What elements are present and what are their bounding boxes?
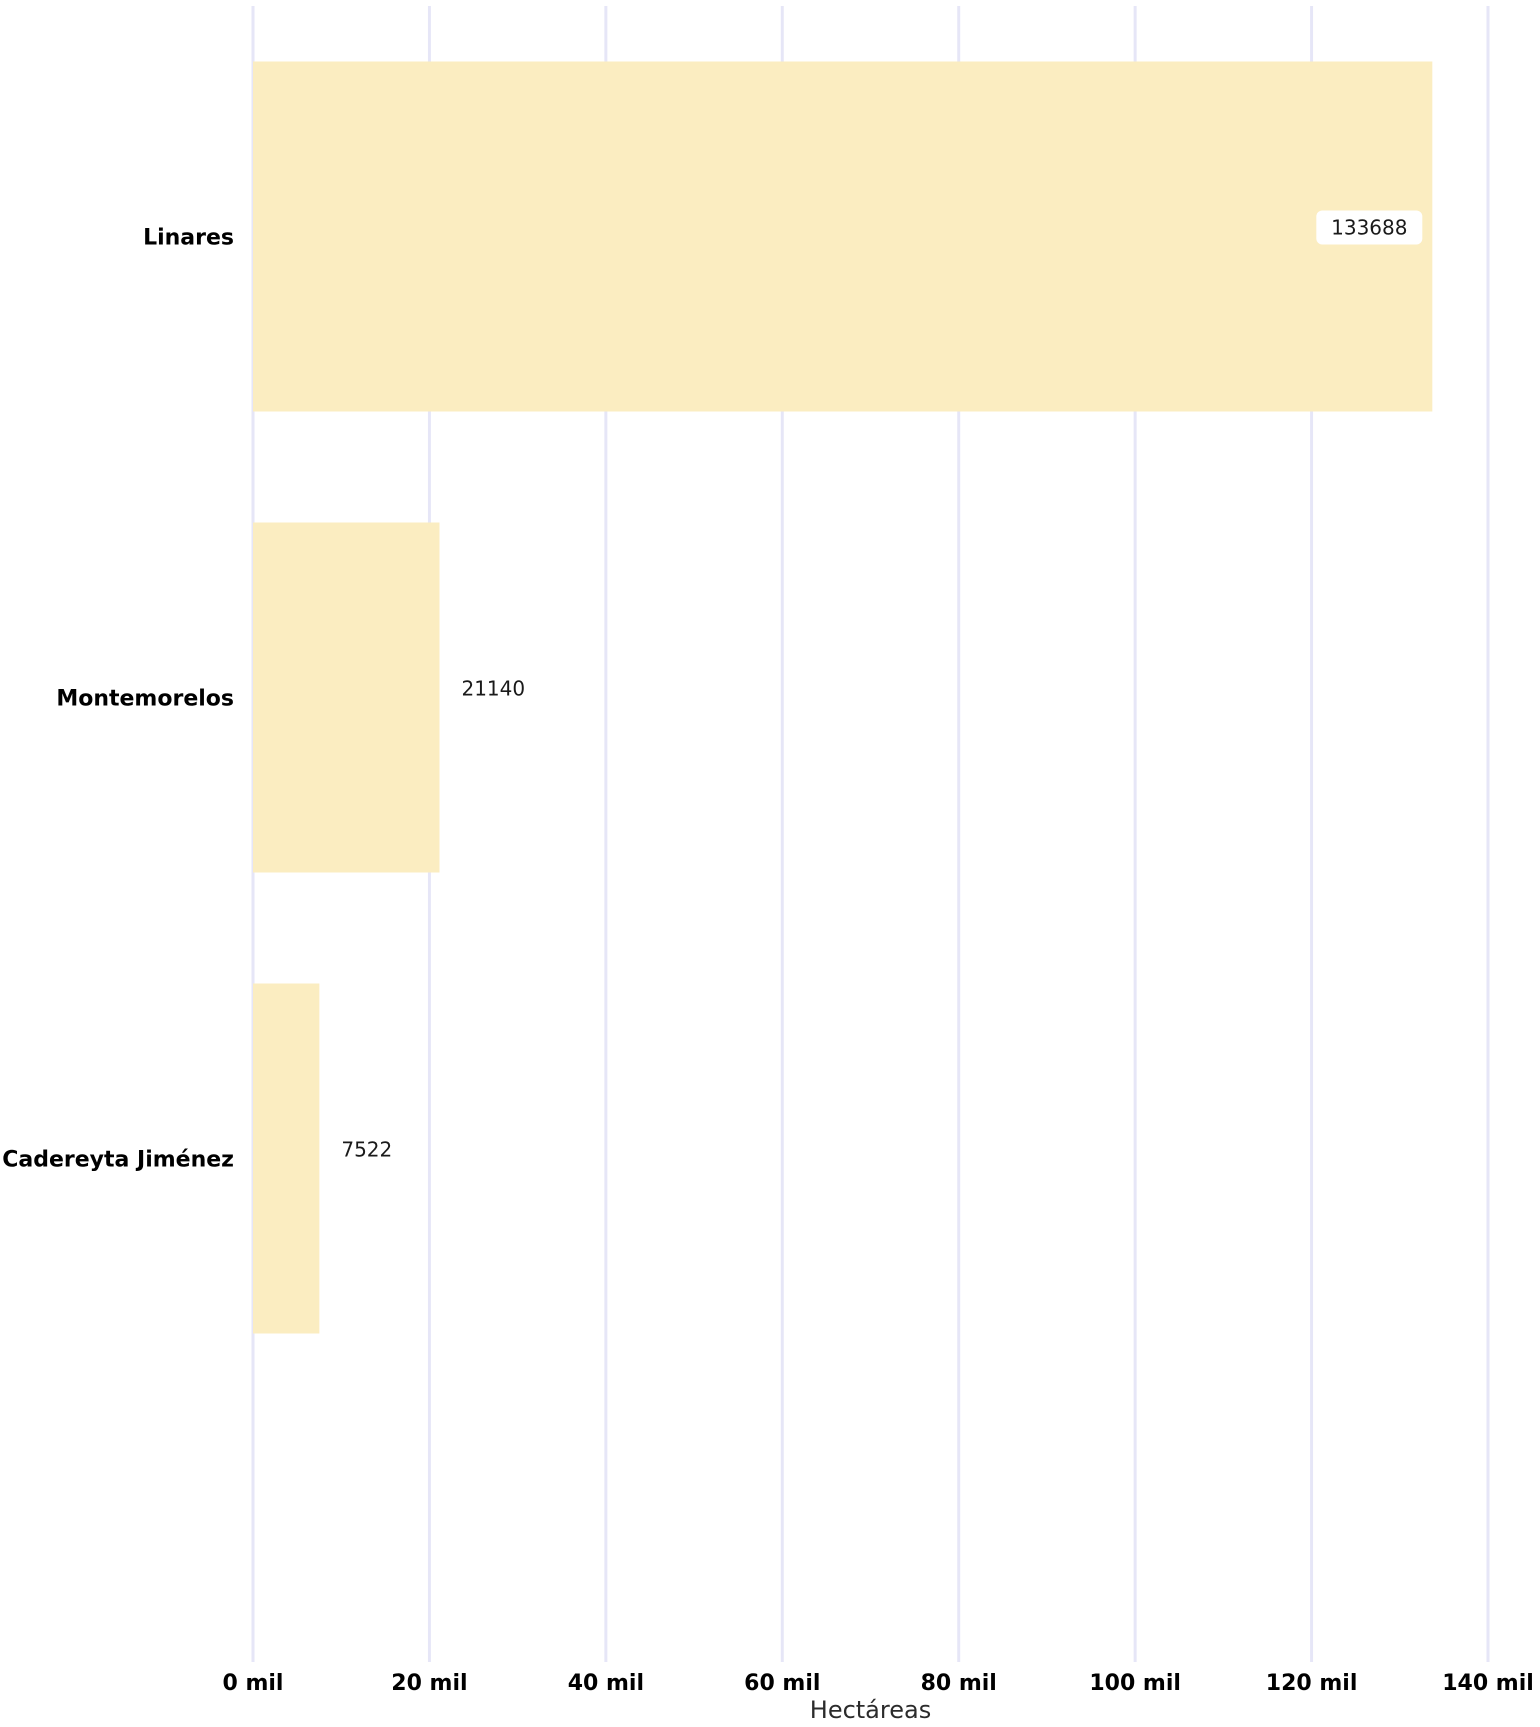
category-axis: Linares Montemorelos Cadereyta Jiménez xyxy=(2,226,234,1173)
data-label: 133688 xyxy=(1331,216,1407,240)
bar-cadereyta-jiménez xyxy=(253,983,320,1334)
tick-label: 120 mil xyxy=(1266,1671,1358,1696)
data-labels: 133688 21140 7522 xyxy=(341,210,1423,1162)
tick-label: 40 mil xyxy=(568,1671,644,1696)
data-label: 21140 xyxy=(461,677,525,701)
data-label: 7522 xyxy=(341,1138,392,1162)
value-axis: 0 mil 20 mil 40 mil 60 mil 80 mil 100 mil 120 … xyxy=(223,1671,1534,1696)
category-label: Cadereyta Jiménez xyxy=(2,1148,234,1173)
bar-linares xyxy=(253,61,1433,412)
tick-label: 140 mil xyxy=(1442,1671,1534,1696)
tick-label: 20 mil xyxy=(391,1671,467,1696)
bar-montemorelos xyxy=(253,522,440,873)
bars xyxy=(253,61,1433,1334)
tick-label: 80 mil xyxy=(921,1671,997,1696)
data-label-box xyxy=(1316,210,1423,245)
tick-label: 0 mil xyxy=(223,1671,284,1696)
category-label: Montemorelos xyxy=(56,687,234,712)
category-label: Linares xyxy=(143,226,234,251)
tick-label: 100 mil xyxy=(1089,1671,1181,1696)
x-axis-title: Hectáreas xyxy=(810,1696,931,1724)
tick-label: 60 mil xyxy=(744,1671,820,1696)
